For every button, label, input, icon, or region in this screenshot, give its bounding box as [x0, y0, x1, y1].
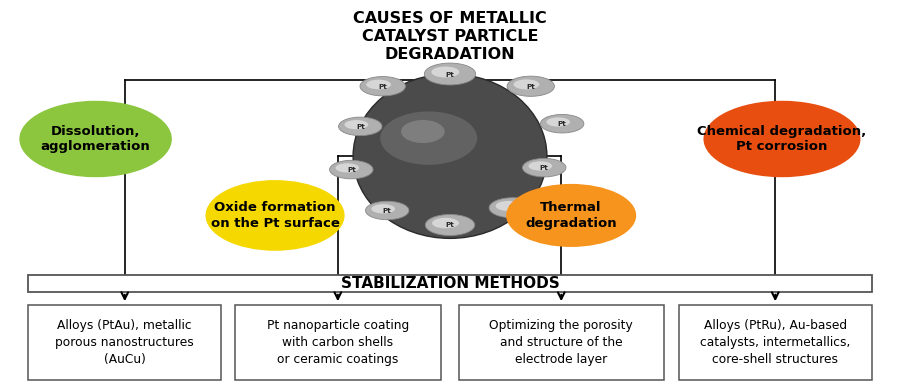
Ellipse shape	[514, 79, 539, 89]
Ellipse shape	[360, 77, 405, 96]
Ellipse shape	[426, 214, 474, 236]
Ellipse shape	[424, 63, 476, 85]
Text: Pt: Pt	[540, 165, 549, 171]
Ellipse shape	[507, 76, 554, 96]
Text: Pt nanoparticle coating
with carbon shells
or ceramic coatings: Pt nanoparticle coating with carbon shel…	[266, 319, 409, 366]
Ellipse shape	[489, 198, 536, 218]
Ellipse shape	[338, 117, 382, 136]
FancyBboxPatch shape	[459, 305, 663, 380]
Text: Alloys (PtAu), metallic
porous nanostructures
(AuCu): Alloys (PtAu), metallic porous nanostruc…	[56, 319, 194, 366]
Ellipse shape	[546, 117, 570, 127]
Ellipse shape	[372, 204, 395, 213]
Ellipse shape	[380, 111, 477, 165]
Text: Pt: Pt	[382, 208, 392, 214]
FancyBboxPatch shape	[28, 275, 872, 292]
Ellipse shape	[704, 101, 860, 177]
Ellipse shape	[366, 80, 391, 89]
Text: Alloys (PtRu), Au-based
catalysts, intermetallics,
core-shell structures: Alloys (PtRu), Au-based catalysts, inter…	[700, 319, 850, 366]
Text: Pt: Pt	[558, 121, 566, 127]
Ellipse shape	[432, 218, 459, 228]
Text: Pt: Pt	[356, 124, 364, 130]
Ellipse shape	[431, 67, 459, 77]
Text: STABILIZATION METHODS: STABILIZATION METHODS	[340, 276, 560, 291]
Ellipse shape	[336, 163, 359, 172]
Text: Oxide formation
on the Pt surface: Oxide formation on the Pt surface	[211, 201, 339, 230]
Text: CAUSES OF METALLIC
CATALYST PARTICLE
DEGRADATION: CAUSES OF METALLIC CATALYST PARTICLE DEG…	[353, 11, 547, 62]
Text: Pt: Pt	[526, 84, 536, 90]
Text: Pt: Pt	[446, 223, 454, 228]
Ellipse shape	[496, 201, 521, 211]
Text: Pt: Pt	[346, 167, 356, 173]
Text: Pt: Pt	[508, 205, 518, 211]
Ellipse shape	[365, 201, 409, 220]
Ellipse shape	[353, 74, 547, 238]
Ellipse shape	[329, 160, 373, 179]
Text: Optimizing the porosity
and structure of the
electrode layer: Optimizing the porosity and structure of…	[490, 319, 633, 366]
Text: Dissolution,
agglomeration: Dissolution, agglomeration	[40, 125, 150, 153]
Text: Pt: Pt	[446, 72, 454, 77]
Ellipse shape	[523, 158, 566, 177]
Ellipse shape	[528, 161, 552, 171]
Text: Pt: Pt	[378, 84, 387, 90]
Text: Chemical degradation,
Pt corrosion: Chemical degradation, Pt corrosion	[698, 125, 867, 153]
FancyBboxPatch shape	[679, 305, 872, 380]
Ellipse shape	[401, 120, 445, 143]
Ellipse shape	[506, 184, 636, 247]
FancyBboxPatch shape	[235, 305, 441, 380]
Ellipse shape	[345, 120, 368, 129]
Ellipse shape	[19, 101, 172, 177]
Text: Thermal
degradation: Thermal degradation	[526, 201, 617, 230]
FancyBboxPatch shape	[28, 305, 221, 380]
Ellipse shape	[205, 180, 345, 251]
Ellipse shape	[540, 114, 584, 133]
